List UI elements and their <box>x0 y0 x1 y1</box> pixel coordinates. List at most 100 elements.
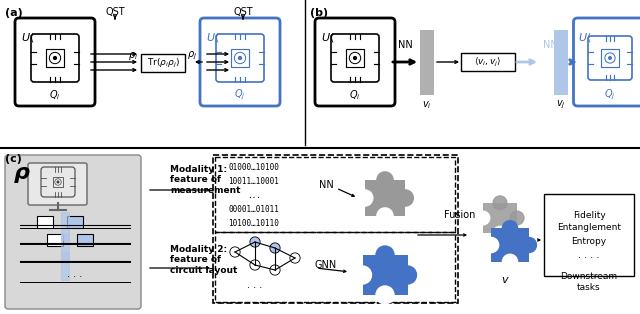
Text: Downstream
tasks: Downstream tasks <box>561 272 618 292</box>
Circle shape <box>376 246 394 264</box>
Text: $\langle v_i, v_j\rangle$: $\langle v_i, v_j\rangle$ <box>474 56 502 68</box>
Bar <box>483 203 517 233</box>
Text: Modality 2:
feature of
circuit layout: Modality 2: feature of circuit layout <box>170 245 237 275</box>
Bar <box>215 232 455 302</box>
FancyBboxPatch shape <box>315 18 395 106</box>
Circle shape <box>377 172 393 188</box>
Text: . . .: . . . <box>67 269 83 279</box>
FancyBboxPatch shape <box>5 155 141 309</box>
Circle shape <box>231 248 239 256</box>
Text: ...: ... <box>247 192 261 201</box>
Text: $Q_i$: $Q_i$ <box>49 88 61 102</box>
Bar <box>420 30 434 95</box>
Bar <box>67 216 83 228</box>
Circle shape <box>484 237 499 252</box>
FancyBboxPatch shape <box>41 167 75 197</box>
Bar <box>61 234 69 262</box>
Circle shape <box>270 243 280 253</box>
Text: Fusion: Fusion <box>444 210 476 220</box>
Circle shape <box>57 181 59 183</box>
Bar <box>213 155 458 303</box>
Circle shape <box>271 266 279 274</box>
Circle shape <box>502 254 518 269</box>
Bar <box>37 216 53 228</box>
Text: Fidelity: Fidelity <box>573 210 605 219</box>
Bar <box>602 49 618 67</box>
Text: NN: NN <box>319 180 333 190</box>
Text: (a): (a) <box>5 8 23 18</box>
Bar <box>362 255 408 295</box>
Text: (c): (c) <box>5 154 22 164</box>
Text: $Q_j$: $Q_j$ <box>234 88 246 102</box>
Circle shape <box>493 226 507 240</box>
Circle shape <box>54 57 56 59</box>
FancyBboxPatch shape <box>588 36 632 80</box>
Bar <box>45 49 65 68</box>
Circle shape <box>502 221 518 236</box>
Circle shape <box>493 196 507 210</box>
FancyBboxPatch shape <box>28 163 87 205</box>
Text: $v_i$: $v_i$ <box>422 99 432 111</box>
Bar <box>52 176 63 187</box>
FancyBboxPatch shape <box>200 18 280 106</box>
Circle shape <box>356 190 373 206</box>
FancyBboxPatch shape <box>31 34 79 82</box>
FancyBboxPatch shape <box>216 34 264 82</box>
Text: NN: NN <box>397 40 412 50</box>
Circle shape <box>251 261 259 269</box>
Bar <box>346 49 364 68</box>
Circle shape <box>291 254 299 262</box>
Text: QST: QST <box>233 7 253 17</box>
Circle shape <box>230 247 240 257</box>
FancyBboxPatch shape <box>15 18 95 106</box>
Text: $U($: $U($ <box>21 30 35 44</box>
Text: . . . .: . . . . <box>579 250 600 260</box>
Circle shape <box>271 244 279 252</box>
Text: (b): (b) <box>310 8 328 18</box>
Text: Entropy: Entropy <box>572 236 607 246</box>
Text: $Q_j$: $Q_j$ <box>604 88 616 102</box>
Circle shape <box>353 266 371 284</box>
Circle shape <box>399 266 417 284</box>
Text: . . .: . . . <box>248 280 262 290</box>
Circle shape <box>251 238 259 246</box>
Text: QST: QST <box>105 7 125 17</box>
Circle shape <box>397 190 413 206</box>
Circle shape <box>476 211 490 225</box>
Text: $v$: $v$ <box>500 275 509 285</box>
Text: $\mathrm{Tr}(\rho_i\rho_j)$: $\mathrm{Tr}(\rho_i\rho_j)$ <box>147 57 179 69</box>
Text: GNN: GNN <box>315 260 337 270</box>
Text: $U($: $U($ <box>321 30 335 44</box>
Bar <box>365 180 405 216</box>
Circle shape <box>522 237 536 252</box>
Text: $U($: $U($ <box>206 30 220 44</box>
Bar <box>215 157 455 232</box>
Text: $Q_i$: $Q_i$ <box>349 88 361 102</box>
Text: $v_j$: $v_j$ <box>556 99 566 111</box>
Text: $\boldsymbol{\rho}$: $\boldsymbol{\rho}$ <box>13 165 31 185</box>
Circle shape <box>510 211 524 225</box>
Text: 10100…10110: 10100…10110 <box>228 219 280 229</box>
Bar <box>47 234 63 246</box>
Text: $\rho_j$: $\rho_j$ <box>187 50 197 62</box>
Circle shape <box>353 57 356 59</box>
Bar <box>61 212 69 240</box>
Text: 01000…10100: 01000…10100 <box>228 164 280 172</box>
FancyBboxPatch shape <box>573 18 640 106</box>
Bar <box>491 228 529 262</box>
Text: Entanglement: Entanglement <box>557 224 621 232</box>
Circle shape <box>270 265 280 275</box>
FancyBboxPatch shape <box>141 54 185 72</box>
Text: 10011…10001: 10011…10001 <box>228 177 280 187</box>
FancyBboxPatch shape <box>461 53 515 71</box>
Circle shape <box>290 253 300 263</box>
FancyBboxPatch shape <box>331 34 379 82</box>
FancyBboxPatch shape <box>544 194 634 276</box>
Text: 00001…01011: 00001…01011 <box>228 205 280 214</box>
Bar <box>77 234 93 246</box>
Text: $\rho_i$: $\rho_i$ <box>128 50 138 62</box>
Text: NN: NN <box>543 40 557 50</box>
Bar <box>230 49 250 68</box>
Circle shape <box>250 260 260 270</box>
Circle shape <box>376 286 394 304</box>
